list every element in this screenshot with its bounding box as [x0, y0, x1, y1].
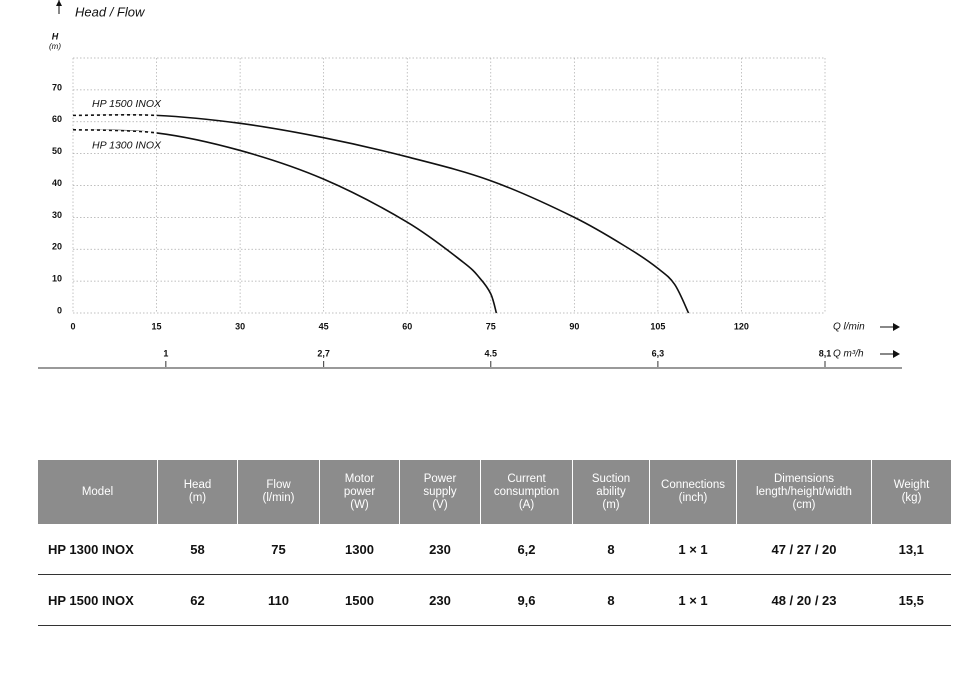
x2-tick-label: 6,3 [652, 348, 665, 358]
header-cell: Connections (inch) [649, 460, 737, 524]
x2-arrow-head [893, 350, 900, 358]
header-cell: Suction ability (m) [572, 460, 650, 524]
curve [72, 128, 498, 314]
x-tick-label: 75 [486, 321, 496, 331]
table-cell: 110 [237, 574, 320, 626]
table-cell: 15,5 [871, 574, 951, 626]
table-cell: 48 / 20 / 23 [736, 574, 872, 626]
x-tick-label: 105 [650, 321, 665, 331]
x-tick-label: 90 [569, 321, 579, 331]
table-cell: 1 × 1 [649, 524, 737, 575]
table-row: HP 1300 INOX 58 75 1300 230 6,2 8 1 × 1 47 / 27 … [38, 524, 951, 575]
table-cell: 1500 [319, 574, 400, 626]
y-label: H [52, 31, 59, 41]
y-tick-label: 0 [57, 305, 62, 315]
table-cell: 62 [157, 574, 238, 626]
table-cell: 230 [399, 574, 481, 626]
y-tick-label: 40 [52, 178, 62, 188]
x2-tick-label: 4.5 [485, 348, 498, 358]
x-tick-label: 0 [70, 321, 75, 331]
header-cell: Flow (l/min) [237, 460, 320, 524]
dash-gaps [72, 128, 157, 135]
table-cell: 47 / 27 / 20 [736, 524, 872, 575]
table-cell: 8 [572, 524, 650, 575]
x-tick-label: 15 [152, 321, 162, 331]
x2-tick-label: 2,7 [317, 348, 330, 358]
curve [72, 113, 690, 314]
header-cell: Head (m) [157, 460, 238, 524]
header-cell: Model [38, 460, 158, 524]
table-cell: HP 1500 INOX [38, 574, 158, 626]
header-cell: Dimensions length/height/width (cm) [736, 460, 872, 524]
header-cell: Weight (kg) [871, 460, 951, 524]
y-tick-label: 30 [52, 210, 62, 220]
table-cell: 13,1 [871, 524, 951, 575]
chart: Head / Flow H (m) Q l/min Q m³/h 0102030… [38, 0, 902, 369]
x-tick-label: 30 [235, 321, 245, 331]
header-row: Model Head (m) Flow (l/min) Motor power (W)… [38, 460, 951, 524]
y-tick-label: 70 [52, 82, 62, 92]
x-tick-label: 120 [734, 321, 749, 331]
curve-label: HP 1300 INOX [92, 140, 162, 152]
spec-table: Model Head (m) Flow (l/min) Motor power (W)… [38, 460, 951, 626]
y-tick-label: 60 [52, 114, 62, 124]
y-tick-label: 50 [52, 146, 62, 156]
table-cell: 230 [399, 524, 481, 575]
table-body: HP 1300 INOX 58 75 1300 230 6,2 8 1 × 1 47 / 27 … [38, 524, 951, 626]
y-arrow-head [56, 0, 62, 6]
x-arrow-head [893, 323, 900, 331]
curve-label: HP 1500 INOX [92, 98, 162, 110]
table-row: HP 1500 INOX 62 110 1500 230 9,6 8 1 × 1 48 / 20… [38, 574, 951, 626]
y-unit: (m) [49, 42, 61, 51]
x2-tick-label: 1 [163, 348, 168, 358]
chart-title: Head / Flow [75, 4, 146, 19]
table-cell: 1300 [319, 524, 400, 575]
table-cell: 75 [237, 524, 320, 575]
table-cell: 1 × 1 [649, 574, 737, 626]
header-cell: Current consumption (A) [480, 460, 573, 524]
table-cell: 58 [157, 524, 238, 575]
table-cell: HP 1300 INOX [38, 524, 158, 575]
x-label: Q l/min [833, 322, 865, 333]
table-cell: 9,6 [480, 574, 573, 626]
header-cell: Power supply (V) [399, 460, 481, 524]
x2-label: Q m³/h [833, 349, 864, 360]
header-cell: Motor power (W) [319, 460, 400, 524]
x2-tick-label: 8,1 [819, 348, 832, 358]
y-tick-label: 10 [52, 274, 62, 284]
x-tick-label: 60 [402, 321, 412, 331]
y-tick-label: 20 [52, 242, 62, 252]
table-cell: 8 [572, 574, 650, 626]
x-tick-label: 45 [319, 321, 329, 331]
table-cell: 6,2 [480, 524, 573, 575]
